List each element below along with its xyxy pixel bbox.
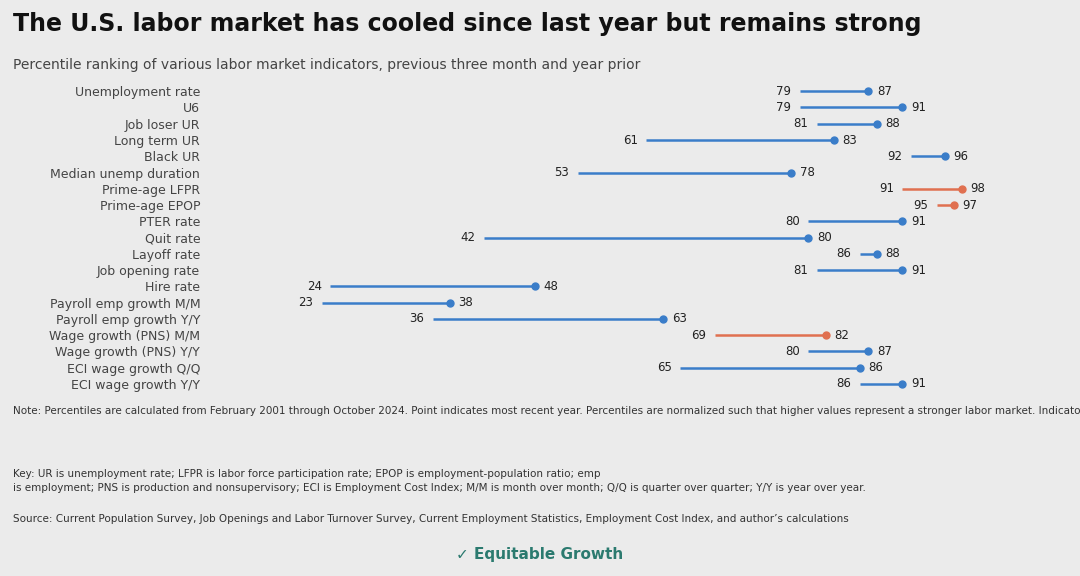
Text: 88: 88 bbox=[886, 247, 900, 260]
Text: 81: 81 bbox=[794, 118, 809, 130]
Text: 42: 42 bbox=[460, 231, 475, 244]
Text: 61: 61 bbox=[623, 134, 637, 146]
Text: 91: 91 bbox=[910, 377, 926, 391]
Text: 63: 63 bbox=[672, 312, 687, 325]
Text: Percentile ranking of various labor market indicators, previous three month and : Percentile ranking of various labor mark… bbox=[13, 58, 640, 71]
Text: 88: 88 bbox=[886, 118, 900, 130]
Text: 86: 86 bbox=[836, 247, 851, 260]
Text: 24: 24 bbox=[307, 280, 322, 293]
Text: ✓ Equitable Growth: ✓ Equitable Growth bbox=[457, 547, 623, 562]
Text: 95: 95 bbox=[914, 199, 928, 211]
Text: 86: 86 bbox=[868, 361, 883, 374]
Text: 78: 78 bbox=[800, 166, 814, 179]
Text: 80: 80 bbox=[785, 345, 800, 358]
Text: Source: Current Population Survey, Job Openings and Labor Turnover Survey, Curre: Source: Current Population Survey, Job O… bbox=[13, 514, 849, 524]
Text: 48: 48 bbox=[543, 280, 558, 293]
Text: 36: 36 bbox=[409, 312, 424, 325]
Text: 79: 79 bbox=[777, 101, 792, 114]
Text: 38: 38 bbox=[458, 296, 473, 309]
Text: 92: 92 bbox=[888, 150, 903, 163]
Text: 86: 86 bbox=[836, 377, 851, 391]
Text: 98: 98 bbox=[971, 183, 986, 195]
Text: 91: 91 bbox=[910, 264, 926, 276]
Text: 69: 69 bbox=[691, 329, 706, 342]
Text: 80: 80 bbox=[816, 231, 832, 244]
Text: 23: 23 bbox=[298, 296, 313, 309]
Text: 65: 65 bbox=[657, 361, 672, 374]
Text: 80: 80 bbox=[785, 215, 800, 228]
Text: 87: 87 bbox=[877, 85, 892, 98]
Text: 81: 81 bbox=[794, 264, 809, 276]
Text: 91: 91 bbox=[910, 215, 926, 228]
Text: 79: 79 bbox=[777, 85, 792, 98]
Text: 96: 96 bbox=[954, 150, 969, 163]
Text: 91: 91 bbox=[910, 101, 926, 114]
Text: 87: 87 bbox=[877, 345, 892, 358]
Text: Key: UR is unemployment rate; LFPR is labor force participation rate; EPOP is em: Key: UR is unemployment rate; LFPR is la… bbox=[13, 469, 866, 492]
Text: 83: 83 bbox=[842, 134, 858, 146]
Text: 97: 97 bbox=[962, 199, 977, 211]
Text: 91: 91 bbox=[879, 183, 894, 195]
Text: 53: 53 bbox=[554, 166, 569, 179]
Text: 82: 82 bbox=[834, 329, 849, 342]
Text: Note: Percentiles are calculated from February 2001 through October 2024. Point : Note: Percentiles are calculated from Fe… bbox=[13, 406, 1080, 416]
Text: The U.S. labor market has cooled since last year but remains strong: The U.S. labor market has cooled since l… bbox=[13, 12, 921, 36]
